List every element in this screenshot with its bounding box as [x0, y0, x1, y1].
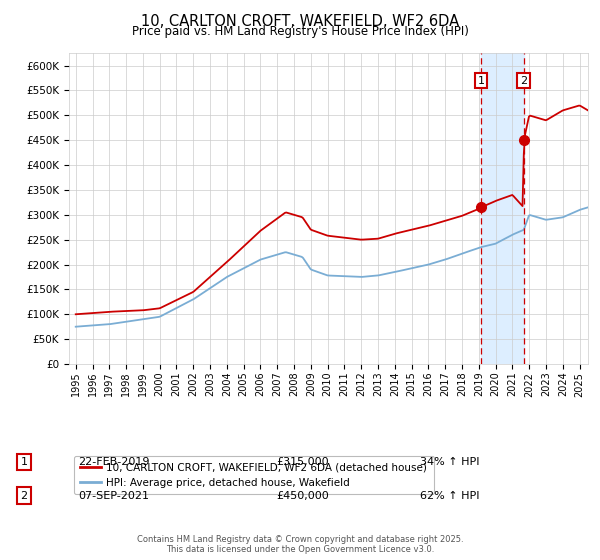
Text: 10, CARLTON CROFT, WAKEFIELD, WF2 6DA: 10, CARLTON CROFT, WAKEFIELD, WF2 6DA	[141, 14, 459, 29]
Legend: 10, CARLTON CROFT, WAKEFIELD, WF2 6DA (detached house), HPI: Average price, deta: 10, CARLTON CROFT, WAKEFIELD, WF2 6DA (d…	[74, 456, 434, 494]
Text: £450,000: £450,000	[276, 491, 329, 501]
Text: 62% ↑ HPI: 62% ↑ HPI	[420, 491, 479, 501]
Text: 2: 2	[20, 491, 28, 501]
Text: £315,000: £315,000	[276, 457, 329, 467]
Text: 2: 2	[520, 76, 527, 86]
Bar	[481, 53, 524, 364]
Text: 07-SEP-2021: 07-SEP-2021	[78, 491, 149, 501]
Text: Contains HM Land Registry data © Crown copyright and database right 2025.
This d: Contains HM Land Registry data © Crown c…	[137, 535, 463, 554]
Text: Price paid vs. HM Land Registry's House Price Index (HPI): Price paid vs. HM Land Registry's House …	[131, 25, 469, 38]
Text: 34% ↑ HPI: 34% ↑ HPI	[420, 457, 479, 467]
Text: 1: 1	[20, 457, 28, 467]
Text: 1: 1	[478, 76, 485, 86]
Text: 22-FEB-2019: 22-FEB-2019	[78, 457, 149, 467]
